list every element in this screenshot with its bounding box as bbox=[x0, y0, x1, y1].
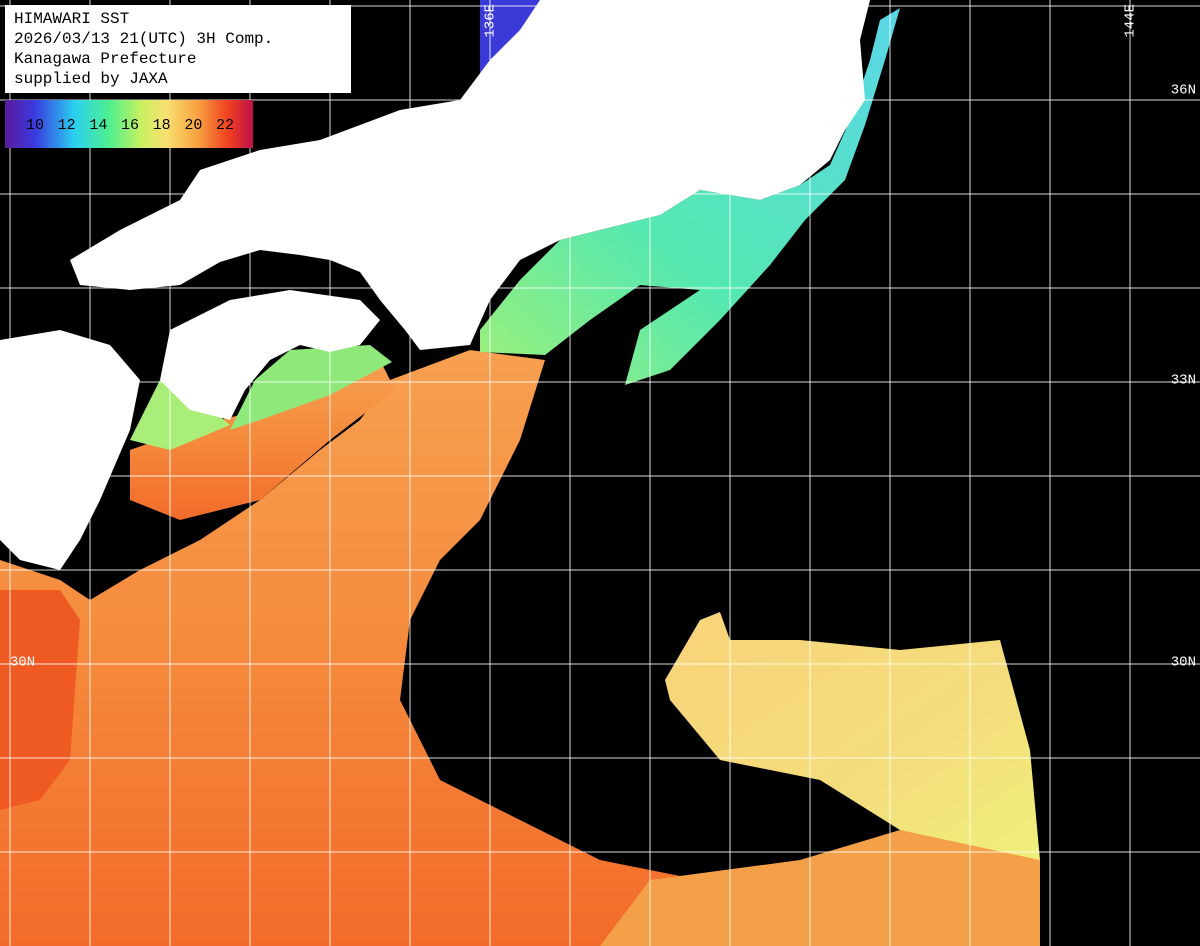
colorbar-label: 18 bbox=[153, 117, 171, 134]
grid-labels: 136E 144E 36N 33N 30N 33N 30N bbox=[10, 4, 1196, 671]
colorbar-label: 14 bbox=[89, 117, 107, 134]
title-line: supplied by JAXA bbox=[14, 70, 168, 88]
shikoku bbox=[160, 290, 380, 420]
title-block: HIMAWARI SST 2026/03/13 21(UTC) 3H Comp. K… bbox=[14, 10, 273, 88]
latitude-label: 30N bbox=[1171, 655, 1196, 671]
latitude-label: 36N bbox=[1171, 83, 1196, 99]
honshu bbox=[70, 0, 870, 350]
title-line: HIMAWARI SST bbox=[14, 10, 129, 28]
colorbar-label: 16 bbox=[121, 117, 139, 134]
warm-water bbox=[600, 830, 1040, 946]
latitude-label: 30N bbox=[10, 655, 35, 671]
land bbox=[0, 0, 870, 570]
title-line: 2026/03/13 21(UTC) 3H Comp. bbox=[14, 30, 273, 48]
mild-water bbox=[665, 612, 1040, 870]
cool-water bbox=[130, 380, 230, 450]
latitude-label: 33N bbox=[1171, 373, 1196, 389]
colorbar-label: 22 bbox=[216, 117, 234, 134]
sea-temperature bbox=[0, 0, 1040, 946]
latitude-label: 33N bbox=[10, 375, 35, 391]
title-box bbox=[5, 5, 351, 93]
title-line: Kanagawa Prefecture bbox=[14, 50, 196, 68]
warm-water bbox=[0, 350, 700, 946]
colorbar-label: 12 bbox=[58, 117, 76, 134]
kyushu bbox=[0, 330, 140, 570]
warm-water bbox=[130, 360, 395, 520]
cool-water bbox=[480, 8, 900, 385]
colorbar bbox=[5, 100, 253, 148]
colorbar-labels: 10 12 14 16 18 20 22 bbox=[26, 117, 234, 134]
colorbar-label: 10 bbox=[26, 117, 44, 134]
cool-water bbox=[230, 345, 392, 430]
longitude-label: 144E bbox=[1123, 4, 1139, 38]
longitude-label: 136E bbox=[483, 4, 499, 38]
colorbar-label: 20 bbox=[184, 117, 202, 134]
warm-water bbox=[0, 590, 80, 810]
